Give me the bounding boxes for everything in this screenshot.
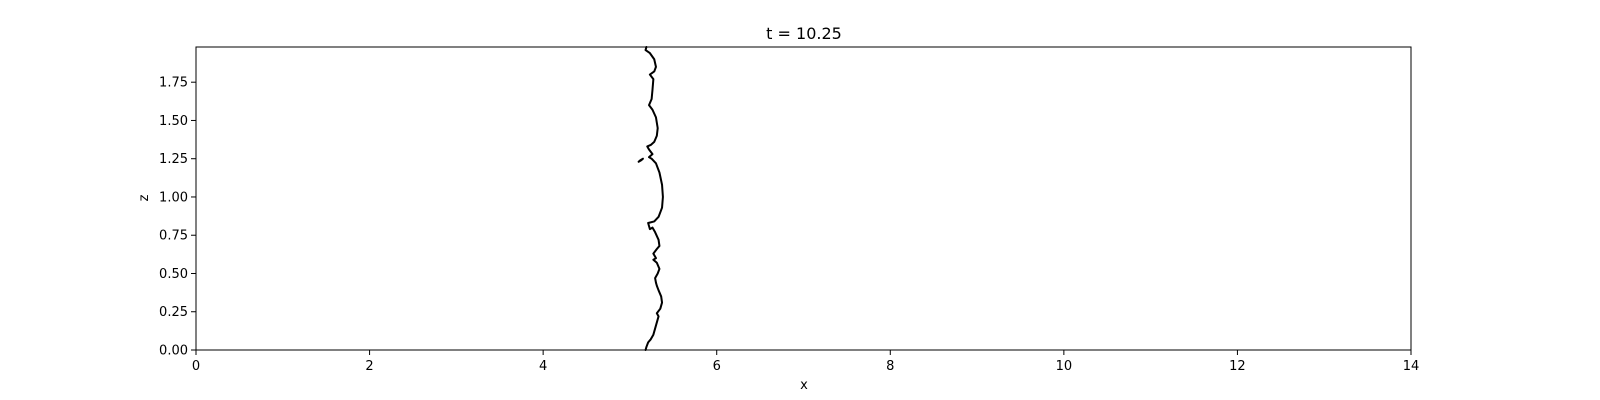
x-tick-label: 4 — [539, 359, 547, 374]
x-tick-label: 12 — [1229, 359, 1246, 374]
y-tick-label: 1.00 — [159, 190, 188, 205]
chart-title: t = 10.25 — [766, 24, 842, 43]
axes-frame — [195, 46, 1412, 351]
y-axis: 0.00 0.25 0.50 0.75 1.00 1.25 1.50 1.75 — [159, 76, 196, 359]
x-tick-label: 0 — [192, 359, 200, 374]
x-tick-label: 2 — [365, 359, 373, 374]
y-axis-label: z — [137, 194, 152, 201]
x-tick-label: 14 — [1403, 359, 1420, 374]
x-axis-label: x — [800, 378, 808, 393]
x-tick-label: 10 — [1056, 359, 1073, 374]
interface-contour-line — [644, 46, 664, 351]
y-tick-label: 0.50 — [159, 267, 188, 282]
x-tick-label: 8 — [886, 359, 894, 374]
x-tick-label: 6 — [713, 359, 721, 374]
x-axis: 0 2 4 6 8 10 12 14 — [192, 350, 1419, 374]
y-tick-label: 1.25 — [159, 152, 188, 167]
isolated-contour-blob — [637, 157, 644, 163]
y-tick-label: 1.75 — [159, 76, 188, 91]
y-tick-label: 0.00 — [159, 344, 188, 359]
plot-area — [637, 46, 664, 351]
y-tick-label: 0.25 — [159, 305, 188, 320]
y-tick-label: 0.75 — [159, 229, 188, 244]
y-tick-label: 1.50 — [159, 114, 188, 129]
